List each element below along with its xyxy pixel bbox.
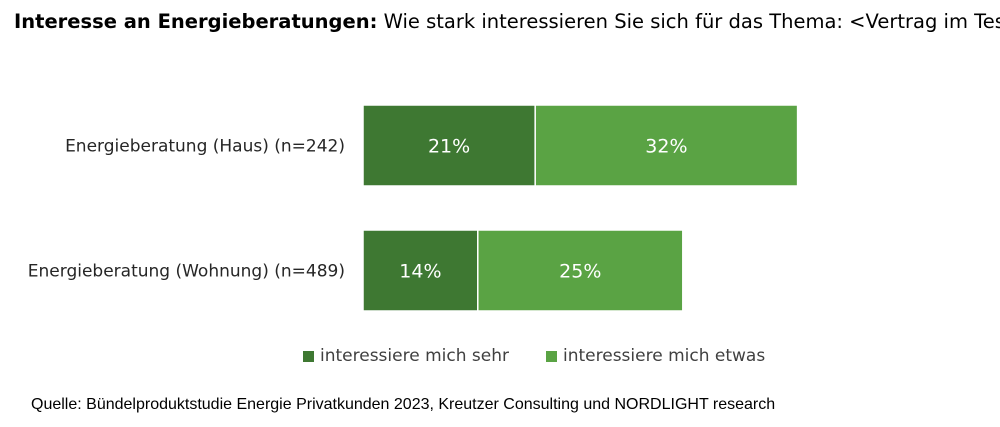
legend-item-sehr: interessiere mich sehr	[303, 346, 509, 366]
source-note: Quelle: Bündelproduktstudie Energie Priv…	[31, 396, 776, 413]
category-label-0: Energieberatung (Haus) (n=242)	[65, 137, 345, 157]
category-label-1: Energieberatung (Wohnung) (n=489)	[28, 262, 345, 282]
chart-title: Interesse an Energieberatungen: Wie star…	[14, 10, 1000, 33]
legend-swatch-sehr	[303, 350, 314, 362]
data-label-0-1: 32%	[645, 136, 687, 158]
data-label-1-1: 25%	[559, 261, 601, 283]
legend-label-sehr: interessiere mich sehr	[320, 346, 509, 366]
data-label-0-0: 21%	[428, 136, 470, 158]
legend-label-etwas: interessiere mich etwas	[563, 346, 766, 366]
bar-chart: Energieberatung (Haus) (n=242) 21% 32% Ener…	[28, 104, 799, 312]
data-label-1-0: 14%	[399, 261, 441, 283]
legend-item-etwas: interessiere mich etwas	[546, 346, 765, 366]
bar-segment-0-0	[362, 104, 536, 187]
chart-title-bold: Interesse an Energieberatungen:	[14, 10, 378, 33]
chart-title-question: Wie stark interessieren Sie sich für das…	[377, 10, 1000, 33]
legend-swatch-etwas	[546, 350, 557, 362]
bar-segment-1-0	[362, 229, 479, 312]
bar-segment-0-1	[534, 104, 799, 187]
chart-legend: interessiere mich sehr interessiere mich…	[0, 346, 1000, 370]
bar-segment-1-1	[477, 229, 684, 312]
